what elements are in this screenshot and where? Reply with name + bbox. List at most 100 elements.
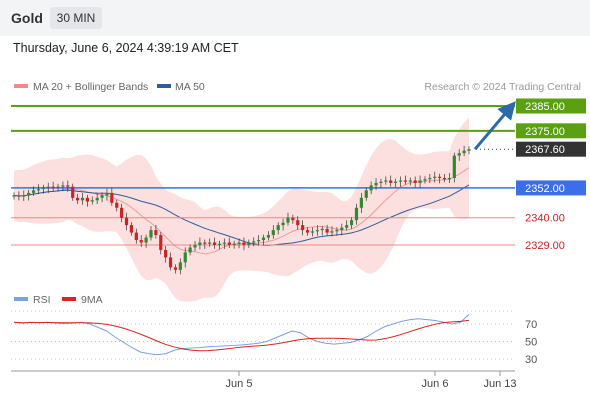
rsi-ma-line [13,319,470,352]
candle-body [413,180,417,183]
candle-body [76,197,80,201]
candle-body [462,150,466,154]
candle-body [242,242,246,245]
candle-body [227,242,231,245]
candle-body [364,190,368,198]
candle-body [183,252,187,263]
candle-body [154,230,158,236]
candle-body [291,217,295,221]
timeframe-button[interactable]: 30 MIN [50,7,102,29]
candle-body [61,185,65,187]
candle-body [188,247,192,253]
candle-body [281,222,285,226]
candle-body [193,245,197,248]
candle-body [389,180,393,183]
rsi-ma-legend-label: 9MA [81,294,103,306]
candle-body [222,242,226,244]
candle-body [374,182,378,186]
candle-body [305,230,310,233]
candle-body [428,177,432,180]
candle-body [257,240,261,242]
candle-body [149,230,153,238]
resistance-level-label: 2385.00 [525,101,565,113]
candle-body [408,180,412,182]
x-tick-label: Jun 5 [226,378,253,390]
candle-body [51,186,55,188]
candle-body [398,180,403,182]
rsi-ma-legend-swatch [62,297,76,301]
rsi-tick-label: 30 [525,354,537,366]
candle-body [115,202,119,208]
candle-body [379,181,383,183]
candle-body [90,200,94,202]
candle-body [12,195,16,197]
chart-header: Gold 30 MIN [0,0,590,36]
candle-body [247,242,251,245]
candle-body [232,243,236,245]
candle-body [286,217,290,223]
x-tick-label: Jun 6 [422,378,449,390]
candle-body [41,187,45,190]
candle-body [139,240,143,243]
candle-body [340,227,344,231]
rsi-legend-label: RSI [33,294,51,306]
candle-body [100,195,104,198]
candle-body [354,207,359,221]
candle-body [457,153,461,156]
rsi-grid: 70 50 30 [11,310,537,366]
ma20-legend-swatch [14,84,28,88]
rsi-legend-swatch [14,297,28,301]
candle-body [120,207,124,218]
pivot-level-label: 2352.00 [525,183,565,195]
candle-body [418,180,422,183]
candle-body [36,189,41,191]
candle-body [296,220,300,226]
candle-body [56,186,60,188]
candle-body [66,185,70,187]
candle-body [320,228,324,231]
forecast-arrow [473,101,516,151]
candle-body [442,177,447,180]
price-levels: 2385.00 2375.00 2367.60 2352.00 2340.00 2329.… [11,98,586,252]
last-price-label: 2367.60 [525,144,565,156]
candle-body [17,195,21,197]
candle-body [359,197,363,208]
candle-body [325,228,329,233]
candle-body [447,177,452,180]
timestamp-label: Thursday, June 6, 2024 4:39:19 AM CET [13,41,239,55]
candle-body [423,179,427,181]
chart-legend: MA 20 + Bollinger Bands MA 50 Research ©… [14,81,581,93]
candle-body [217,243,222,245]
candle-body [403,180,407,182]
candle-body [467,149,471,151]
candle-body [438,176,442,178]
candle-body [394,181,398,183]
symbol-label: Gold [11,10,43,26]
candle-body [164,249,168,258]
resistance-level-tag [516,98,586,114]
candle-body [271,230,275,236]
candle-body [237,242,241,244]
bollinger-band [14,117,469,302]
last-price-tag [516,141,586,157]
candle-body [85,197,89,202]
candle-body [261,237,266,241]
candle-body [369,185,373,191]
candle-body [144,237,148,243]
candle-body [198,242,202,245]
candle-body [433,176,437,178]
candle-body [335,230,339,232]
ma20-legend-label: MA 20 + Bollinger Bands [33,81,148,93]
rsi-tick-label: 50 [525,337,537,349]
candle-body [173,267,178,270]
candle-body [203,242,207,244]
x-tick-label: Jun 13 [483,378,516,390]
candle-body [168,257,173,268]
candle-body [208,242,212,244]
candle-body [310,231,315,233]
x-axis-ticks: Jun 5 Jun 6 Jun 13 [226,371,517,390]
copyright-label: Research © 2024 Trading Central [424,81,581,93]
candle-body [31,190,36,193]
support-level-label: 2340.00 [525,213,565,225]
